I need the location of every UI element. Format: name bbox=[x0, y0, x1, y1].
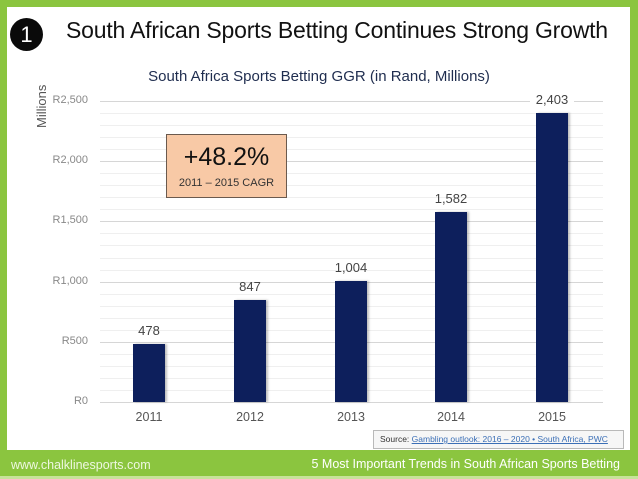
slide-bottom-strip bbox=[0, 476, 638, 479]
minor-gridline bbox=[100, 113, 603, 115]
y-tick-label: R500 bbox=[61, 334, 88, 347]
minor-gridline bbox=[100, 197, 603, 199]
minor-gridline bbox=[100, 257, 603, 259]
minor-gridline bbox=[100, 149, 603, 151]
x-tick-label: 2012 bbox=[236, 410, 264, 424]
y-tick-label: R1,500 bbox=[52, 214, 88, 227]
source-link[interactable]: Gambling outlook: 2016 – 2020 • South Af… bbox=[411, 434, 608, 444]
y-axis-title: Millions bbox=[34, 84, 49, 128]
minor-gridline bbox=[100, 233, 603, 235]
x-tick-label: 2015 bbox=[538, 410, 566, 424]
bar-2011 bbox=[133, 344, 165, 402]
major-gridline bbox=[100, 221, 603, 223]
minor-gridline bbox=[100, 125, 603, 127]
y-tick-label: R1,000 bbox=[52, 274, 88, 287]
minor-gridline bbox=[100, 173, 603, 175]
minor-gridline bbox=[100, 245, 603, 247]
bar-2013 bbox=[335, 281, 367, 402]
slide-title: South African Sports Betting Continues S… bbox=[66, 17, 608, 43]
bar-2015 bbox=[536, 112, 568, 402]
y-tick-label: R2,500 bbox=[52, 94, 88, 106]
x-tick-label: 2014 bbox=[437, 410, 465, 424]
chart-title: South Africa Sports Betting GGR (in Rand… bbox=[148, 68, 490, 85]
x-tick-label: 2011 bbox=[135, 410, 163, 424]
bar-value-label: 1,004 bbox=[334, 260, 368, 276]
source-prefix: Source: bbox=[380, 434, 412, 444]
minor-gridline bbox=[100, 137, 603, 139]
minor-gridline bbox=[100, 209, 603, 211]
footer-website[interactable]: www.chalklinesports.com bbox=[11, 458, 151, 472]
bar-2014 bbox=[435, 211, 467, 402]
footer-series-title: 5 Most Important Trends in South African… bbox=[311, 457, 621, 471]
content-panel bbox=[7, 7, 630, 450]
bar-2012 bbox=[234, 300, 266, 402]
major-gridline bbox=[100, 402, 603, 403]
bar-value-label: 847 bbox=[239, 279, 261, 295]
major-gridline bbox=[100, 101, 603, 102]
source-note: Source: Gambling outlook: 2016 – 2020 • … bbox=[373, 430, 624, 449]
cagr-label: 2011 – 2015 CAGR bbox=[178, 177, 275, 189]
slide-number-badge: 1 bbox=[10, 18, 43, 51]
y-tick-label: R2,000 bbox=[52, 154, 88, 167]
bar-value-label: 2,403 bbox=[530, 91, 574, 107]
bar-value-label: 1,582 bbox=[434, 190, 468, 206]
bar-value-label: 478 bbox=[138, 323, 160, 339]
major-gridline bbox=[100, 161, 603, 163]
y-tick-label: R0 bbox=[73, 395, 88, 407]
cagr-value: +48.2% bbox=[183, 143, 270, 171]
cagr-callout: +48.2% 2011 – 2015 CAGR bbox=[166, 134, 287, 198]
minor-gridline bbox=[100, 269, 603, 271]
minor-gridline bbox=[100, 185, 603, 187]
x-tick-label: 2013 bbox=[337, 410, 365, 424]
